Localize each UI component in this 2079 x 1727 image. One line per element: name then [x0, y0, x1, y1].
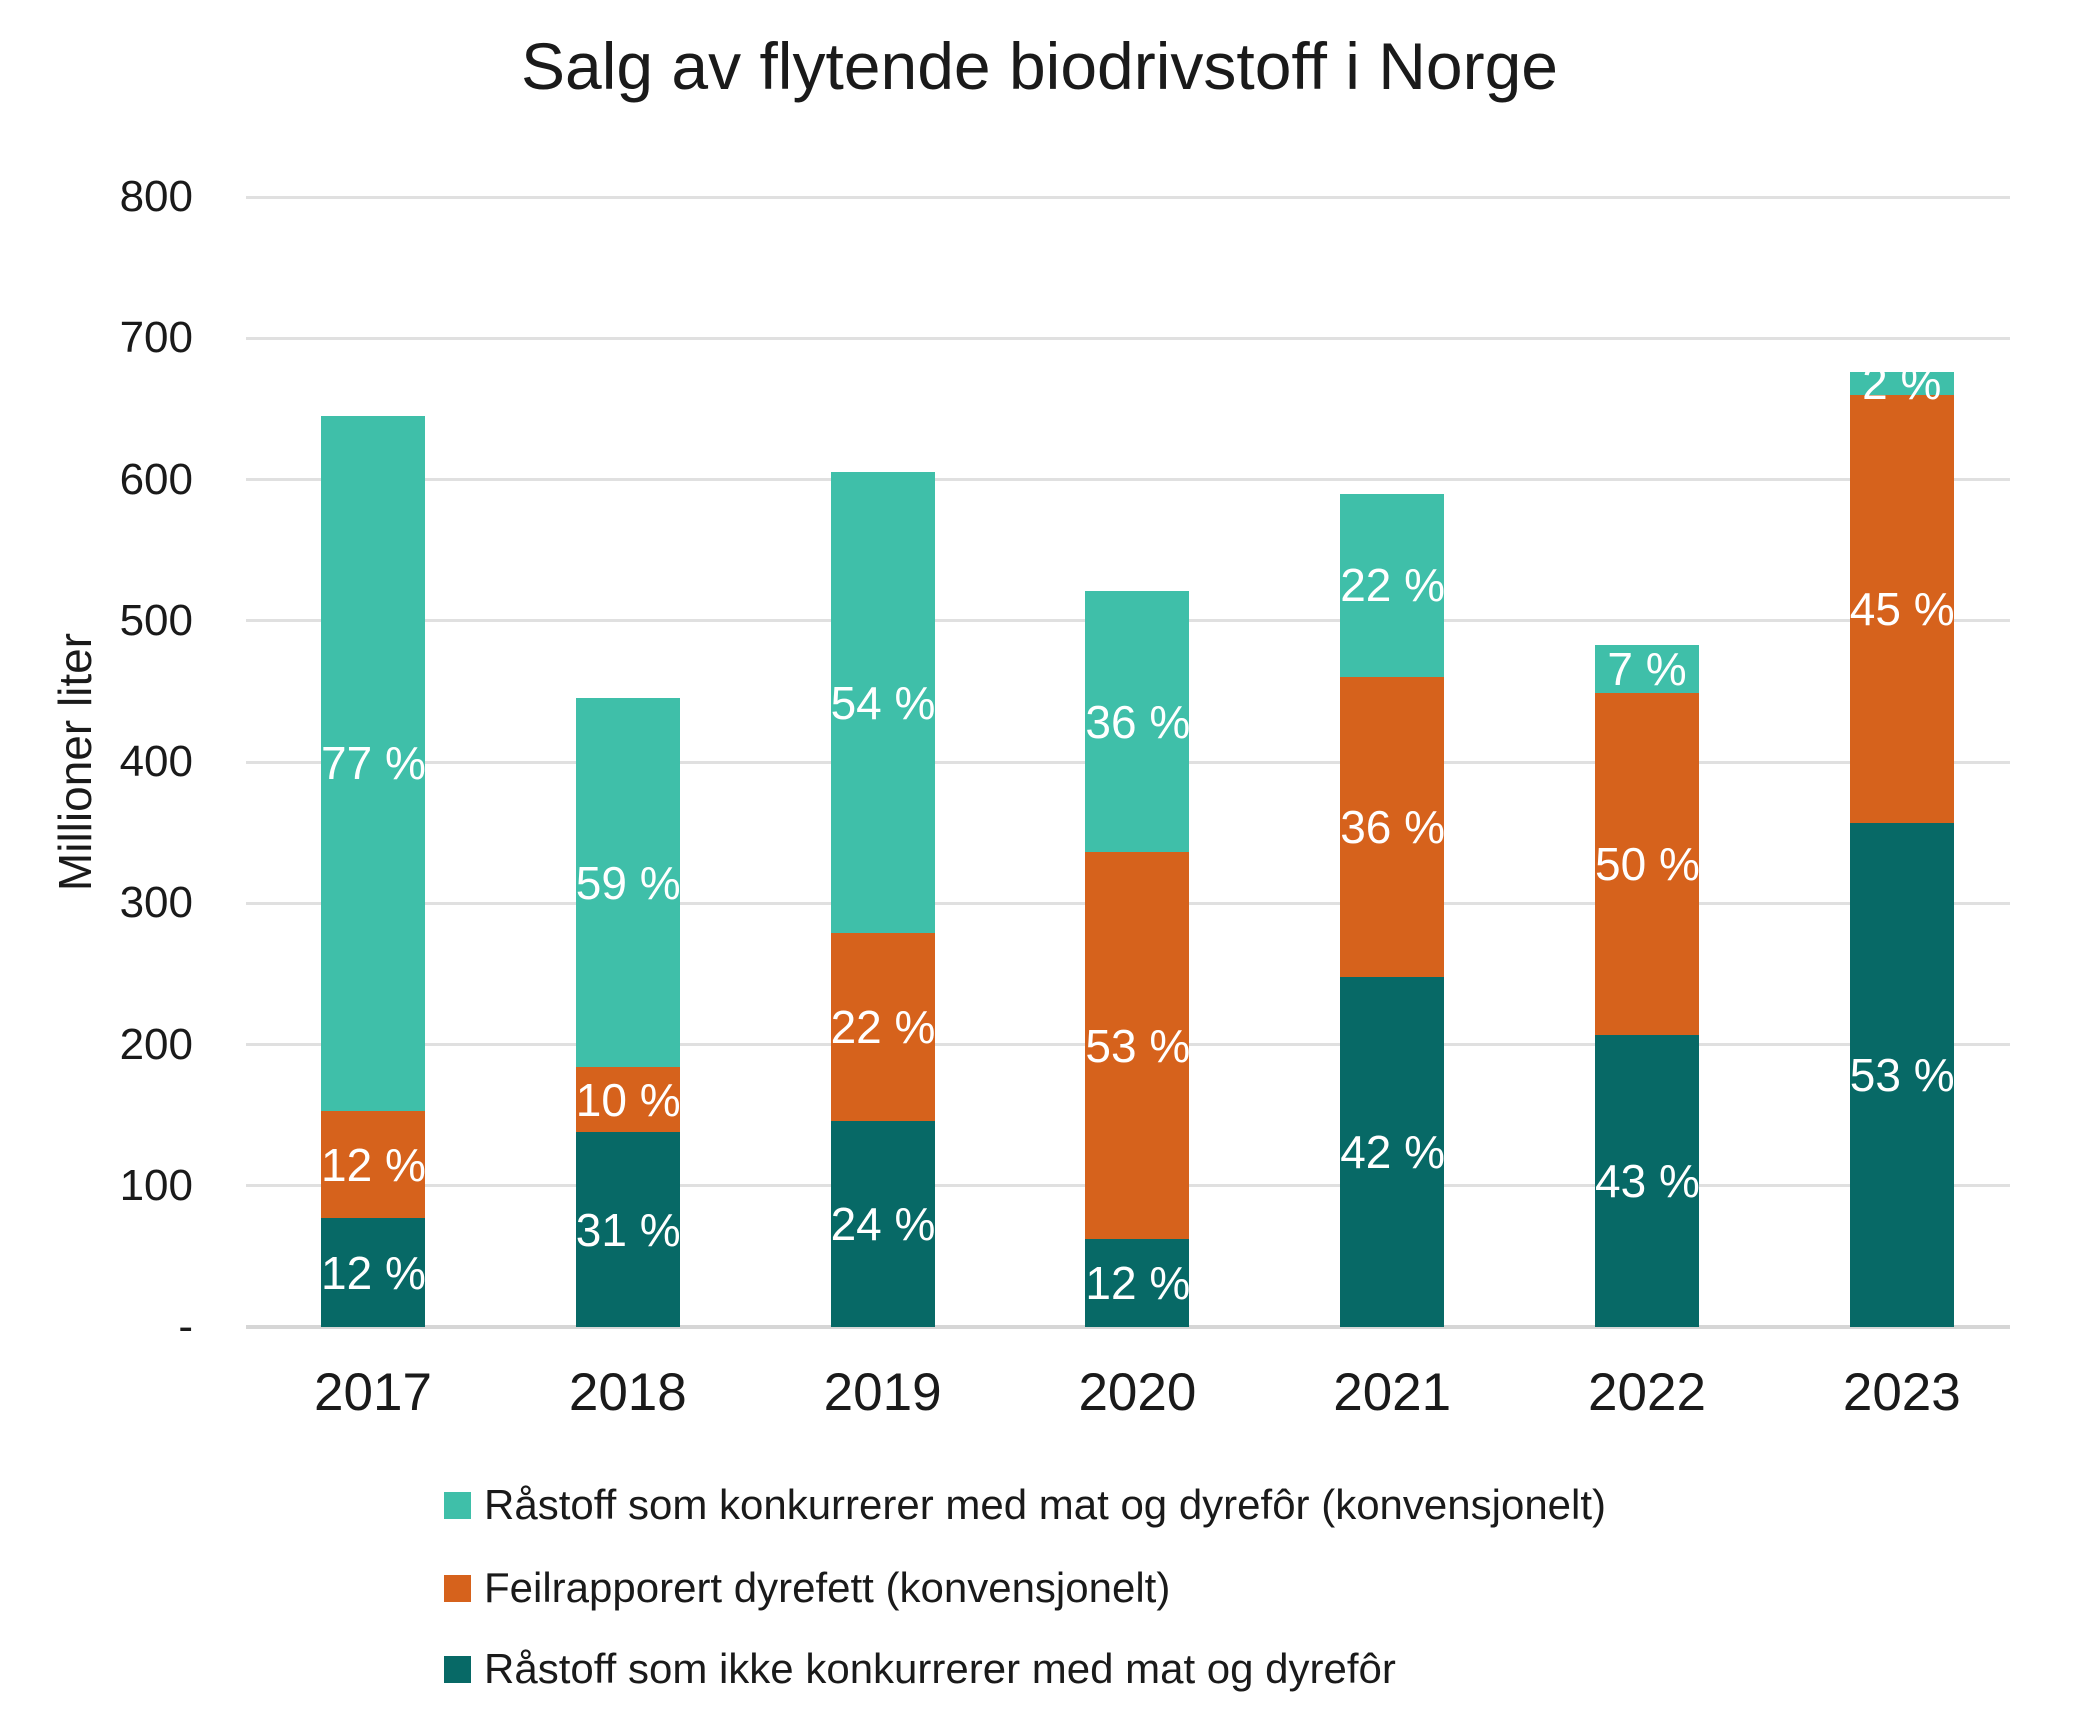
bar-2019: 24 % 22 % 54 %: [830, 472, 936, 1327]
bar-segment-label: 22 %: [1340, 559, 1446, 612]
bar-segment-2018-series2: 59 %: [575, 698, 681, 1068]
bar-segment-label: 53 %: [1085, 1019, 1191, 1072]
bar-segment-2020-series0: 12 %: [1085, 1239, 1191, 1327]
gridline-700: [246, 336, 2010, 340]
gridline-600: [246, 478, 2010, 481]
bar-2021: 42 % 36 % 22 %: [1340, 493, 1446, 1327]
bar-segment-label: 59 %: [575, 856, 681, 909]
bar-segment-label: 50 %: [1595, 837, 1700, 890]
bar-segment-label: 12 %: [321, 1246, 426, 1299]
bar-segment-label: 12 %: [321, 1138, 426, 1191]
chart-title: Salg av flytende biodrivstoff i Norge: [520, 29, 1559, 103]
y-tick-label-400: 400: [119, 737, 193, 786]
x-tick-label-2020: 2020: [1078, 1363, 1197, 1422]
bar-segment-label: 53 %: [1849, 1048, 1955, 1101]
gridline-800: [246, 195, 2010, 199]
bar-segment-2019-series1: 22 %: [830, 932, 936, 1121]
y-tick-label-100: 100: [119, 1160, 193, 1210]
gridline-0: [246, 1325, 2010, 1329]
y-tick-label-0: -: [178, 1302, 193, 1351]
x-tick-label-2017: 2017: [314, 1363, 432, 1422]
bar-segment-2023-series0: 53 %: [1849, 822, 1955, 1327]
bar-2020: 12 % 53 % 36 %: [1085, 591, 1191, 1327]
bar-segment-label: 36 %: [1085, 695, 1191, 748]
y-tick-label-700: 700: [119, 313, 193, 363]
bar-segment-2022-series0: 43 %: [1595, 1034, 1700, 1327]
bar-segment-label: 7 %: [1607, 642, 1687, 695]
bar-segment-2020-series1: 53 %: [1085, 852, 1191, 1240]
bar-segment-2022-series2: 7 %: [1595, 642, 1699, 695]
bar-segment-label: 42 %: [1340, 1125, 1446, 1178]
bar-segment-2018-series0: 31 %: [575, 1132, 681, 1327]
bar-segment-2022-series1: 50 %: [1595, 692, 1700, 1035]
x-tick-label-2018: 2018: [568, 1363, 687, 1422]
bar-segment-2017-series1: 12 %: [321, 1110, 426, 1219]
y-tick-label-800: 800: [119, 172, 193, 221]
bar-segment-2023-series1: 45 %: [1849, 394, 1955, 823]
bar-segment-2019-series2: 54 %: [830, 472, 936, 933]
bar-2022: 43 % 50 % 7 %: [1595, 642, 1700, 1327]
x-tick-label-2022: 2022: [1588, 1363, 1706, 1422]
bar-2017: 12 % 12 % 77 %: [321, 415, 426, 1327]
bar-segment-label: 12 %: [1085, 1257, 1191, 1310]
bar-segment-label: 77 %: [321, 737, 426, 790]
x-tick-label-2021: 2021: [1333, 1363, 1452, 1422]
bar-segment-label: 45 %: [1849, 582, 1955, 635]
bar-segment-2023-series2: 2 %: [1849, 360, 1954, 406]
bar-segment-2019-series0: 24 %: [830, 1120, 936, 1327]
bar-segment-label: 36 %: [1340, 800, 1446, 853]
bar-segment-2018-series1: 10 %: [575, 1067, 681, 1133]
bar-segment-label: 24 %: [830, 1197, 936, 1250]
y-tick-label-200: 200: [119, 1019, 193, 1069]
x-tick-label-2019: 2019: [823, 1363, 942, 1422]
bar-2018: 31 % 10 % 59 %: [575, 698, 681, 1327]
bar-segment-label: 31 %: [575, 1203, 681, 1256]
x-tick-label-2023: 2023: [1842, 1363, 1961, 1422]
y-tick-label-600: 600: [119, 454, 193, 504]
bar-segment-2017-series2: 77 %: [321, 415, 426, 1111]
bar-segment-2021-series0: 42 %: [1340, 976, 1446, 1327]
bar-segment-2021-series2: 22 %: [1340, 493, 1446, 678]
bar-segment-2020-series2: 36 %: [1085, 591, 1191, 853]
y-tick-label-300: 300: [119, 878, 193, 928]
bar-segment-label: 22 %: [830, 1000, 936, 1053]
bar-2023: 53 % 45 % 2 %: [1849, 360, 1955, 1327]
bar-segment-label: 43 %: [1595, 1154, 1700, 1207]
bar-segment-label: 10 %: [575, 1073, 681, 1126]
bar-segment-label: 54 %: [830, 676, 936, 729]
bar-segment-2021-series1: 36 %: [1340, 677, 1446, 977]
y-tick-label-500: 500: [119, 595, 193, 645]
bar-segment-label: 2 %: [1862, 357, 1942, 410]
bar-segment-2017-series0: 12 %: [321, 1218, 426, 1327]
